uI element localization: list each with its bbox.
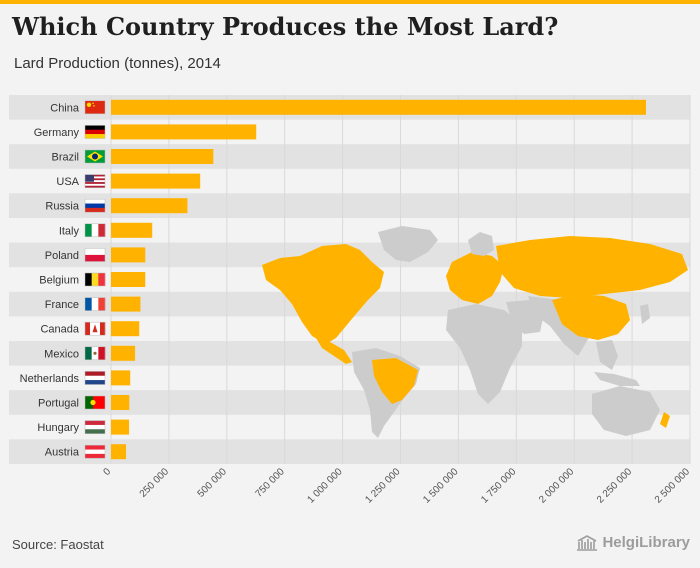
austria-flag bbox=[84, 444, 106, 459]
category-label: Germany bbox=[34, 127, 80, 139]
category-label: China bbox=[50, 102, 80, 114]
category-label: Netherlands bbox=[20, 373, 80, 385]
china-flag bbox=[84, 100, 106, 115]
map-asia-other bbox=[528, 296, 590, 356]
source-note: Source: Faostat bbox=[12, 537, 104, 552]
map-scandinavia bbox=[468, 232, 494, 256]
bar-mexico bbox=[111, 345, 136, 361]
bar-italy bbox=[111, 222, 153, 238]
x-tick-label: 2 500 000 bbox=[653, 466, 693, 506]
x-tick-label: 1 750 000 bbox=[479, 466, 519, 506]
russia-flag bbox=[84, 198, 106, 213]
bar-portugal bbox=[111, 395, 130, 410]
map-indonesia bbox=[594, 372, 640, 386]
bar-hungary bbox=[111, 419, 130, 435]
brand-name: HelgiLibrary bbox=[602, 534, 690, 551]
france-flag bbox=[84, 297, 106, 311]
country-flags bbox=[84, 100, 106, 459]
map-africa bbox=[446, 304, 522, 404]
map-australia bbox=[592, 386, 660, 436]
x-tick-label: 1 250 000 bbox=[363, 466, 403, 506]
category-label: Brazil bbox=[51, 152, 79, 164]
brazil-flag bbox=[84, 149, 106, 164]
bar-poland bbox=[111, 247, 146, 263]
hungary-flag bbox=[84, 420, 106, 434]
x-tick-label: 0 bbox=[101, 466, 113, 478]
bar-canada bbox=[111, 321, 140, 337]
map-north-america bbox=[262, 244, 384, 344]
category-label: Poland bbox=[45, 250, 79, 262]
map-russia bbox=[496, 236, 688, 298]
brand-logo: HelgiLibrary bbox=[576, 534, 690, 551]
x-tick-label: 2 250 000 bbox=[595, 466, 635, 506]
portugal-flag bbox=[84, 395, 106, 410]
category-label: Hungary bbox=[37, 422, 79, 434]
x-tick-label: 500 000 bbox=[196, 466, 230, 500]
mexico-flag bbox=[84, 346, 106, 361]
x-axis-ticks: 0 250 000 500 000 750 000 1 000 000 1 250 000… bbox=[101, 466, 692, 506]
category-label: Belgium bbox=[39, 275, 79, 287]
chart-subtitle: Lard Production (tonnes), 2014 bbox=[14, 55, 221, 72]
category-label: Russia bbox=[45, 201, 80, 213]
category-label: France bbox=[45, 299, 79, 311]
belgium-flag bbox=[84, 272, 106, 287]
category-label: Portugal bbox=[38, 398, 79, 410]
map-japan bbox=[640, 304, 650, 324]
x-tick-label: 1 500 000 bbox=[421, 466, 461, 506]
library-icon bbox=[577, 534, 598, 551]
map-greenland bbox=[378, 226, 438, 262]
poland-flag bbox=[84, 248, 106, 262]
germany-flag bbox=[84, 125, 106, 139]
x-tick-label: 250 000 bbox=[138, 466, 172, 500]
category-label: Canada bbox=[40, 324, 79, 336]
bars bbox=[111, 99, 646, 460]
map-china bbox=[552, 294, 630, 340]
world-map bbox=[262, 226, 688, 438]
category-label: Austria bbox=[45, 447, 80, 459]
chart-title: Which Country Produces the Most Lard? bbox=[12, 12, 559, 41]
bar-france bbox=[111, 296, 141, 312]
top-accent-bar bbox=[0, 0, 700, 4]
canada-flag bbox=[84, 321, 106, 336]
bar-belgium bbox=[111, 272, 146, 287]
bar-china bbox=[111, 99, 646, 115]
x-tick-label: 1 000 000 bbox=[305, 466, 345, 506]
map-new-zealand bbox=[660, 412, 670, 428]
map-central-america bbox=[316, 338, 352, 364]
bar-netherlands bbox=[111, 370, 131, 386]
bar-usa bbox=[111, 173, 201, 189]
italy-flag bbox=[84, 223, 106, 238]
bar-germany bbox=[111, 124, 257, 140]
x-tick-label: 750 000 bbox=[253, 466, 287, 500]
map-brazil bbox=[372, 358, 418, 404]
category-labels: China Germany Brazil USA Russia Italy Poland Be… bbox=[20, 102, 80, 458]
x-tick-label: 2 000 000 bbox=[537, 466, 577, 506]
map-europe bbox=[446, 252, 504, 304]
usa-flag bbox=[84, 174, 106, 188]
bar-austria bbox=[111, 444, 127, 460]
category-label: Mexico bbox=[44, 348, 79, 360]
map-southeast-asia bbox=[596, 340, 618, 370]
bar-russia bbox=[111, 198, 188, 214]
category-label: Italy bbox=[59, 225, 80, 237]
bar-brazil bbox=[111, 149, 214, 164]
netherlands-flag bbox=[84, 371, 106, 385]
category-label: USA bbox=[56, 176, 79, 188]
